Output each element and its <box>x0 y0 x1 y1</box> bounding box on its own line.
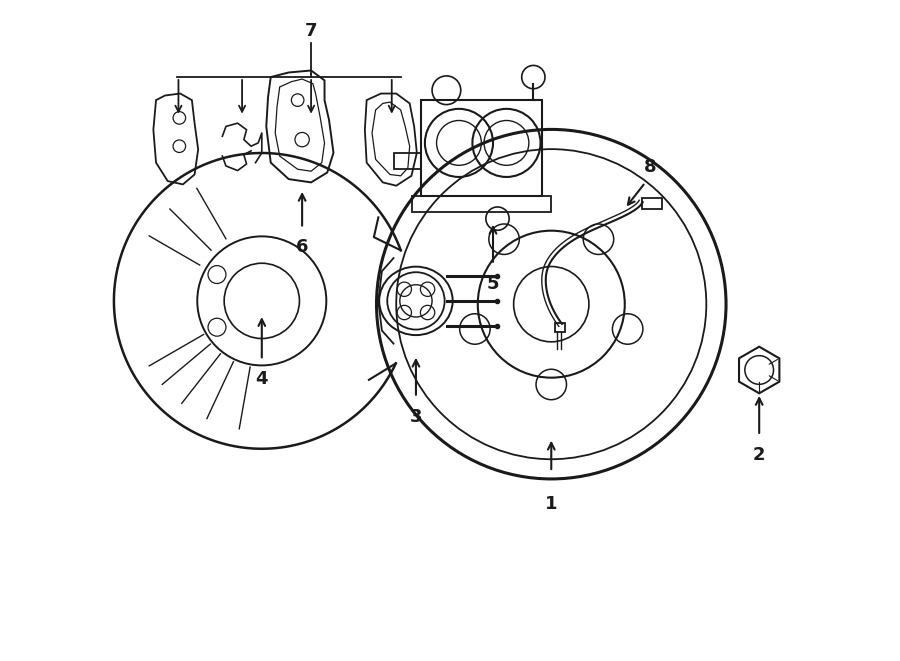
Text: 2: 2 <box>753 446 765 463</box>
Text: 1: 1 <box>545 495 557 513</box>
Text: 6: 6 <box>296 239 309 256</box>
Text: 8: 8 <box>644 158 656 176</box>
Bar <box>642 198 662 210</box>
Text: 3: 3 <box>410 408 422 426</box>
Text: 7: 7 <box>305 22 318 40</box>
Text: 5: 5 <box>487 274 500 293</box>
Text: 4: 4 <box>256 370 268 388</box>
